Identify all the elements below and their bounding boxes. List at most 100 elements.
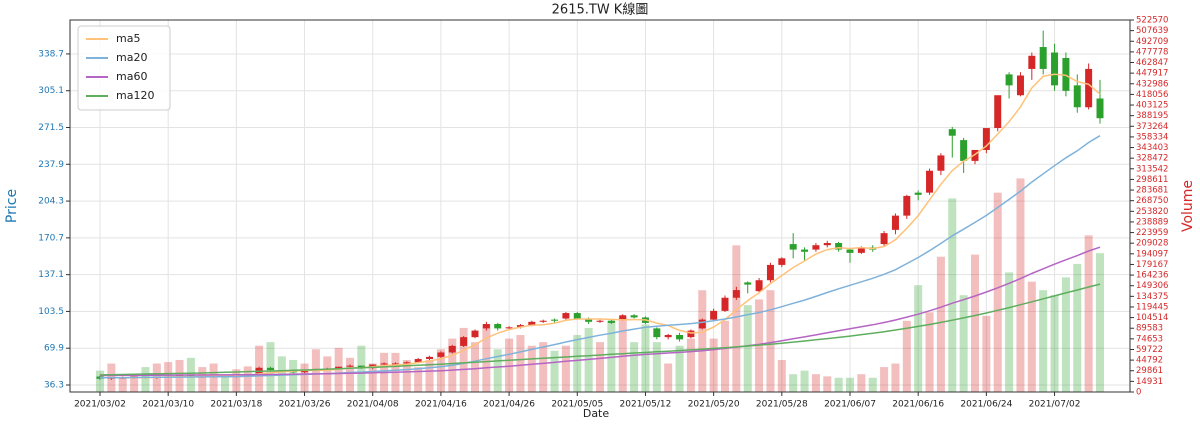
y2-tick-label: 343403 <box>1136 143 1168 153</box>
candle-body <box>551 319 559 321</box>
y2-tick-label: 328472 <box>1136 154 1168 164</box>
volume-bar <box>607 320 616 392</box>
volume-bar <box>686 338 695 392</box>
y-tick-label: 69.9 <box>44 344 64 354</box>
volume-bar <box>561 345 570 392</box>
volume-bar <box>811 374 820 392</box>
x-tick-label: 2021/06/24 <box>960 400 1012 410</box>
candle-body <box>732 290 740 298</box>
volume-bar <box>766 290 775 392</box>
candle-body <box>960 140 968 161</box>
volume-bar <box>527 345 536 392</box>
x-tick-label: 2021/03/26 <box>279 400 331 410</box>
volume-bar <box>550 350 559 392</box>
volume-bar <box>1027 281 1036 392</box>
volume-bar <box>902 320 911 392</box>
volume-bar <box>721 320 729 392</box>
candle-body <box>744 282 752 285</box>
volume-bar <box>516 335 525 392</box>
x-tick-label: 2021/05/28 <box>756 400 808 410</box>
candle-body <box>664 334 672 338</box>
y2-tick-label: 179167 <box>1136 260 1168 270</box>
volume-bar <box>300 363 309 392</box>
candle-body <box>380 363 388 365</box>
candle-body <box>1051 52 1059 86</box>
volume-bar <box>709 338 718 392</box>
volume-bar <box>368 363 377 392</box>
candle-body <box>891 215 899 230</box>
candle-body <box>1039 47 1047 69</box>
x-tick-label: 2021/03/18 <box>210 400 262 410</box>
y2-axis-label: Volume <box>1180 180 1196 232</box>
volume-bar <box>221 374 229 392</box>
volume-bar <box>800 370 809 392</box>
y-tick-label: 237.9 <box>38 160 64 170</box>
y2-tick-label: 298611 <box>1136 175 1168 185</box>
chart-title: 2615.TW K線圖 <box>552 2 649 18</box>
legend-label: ma60 <box>116 70 147 83</box>
candle-body <box>1062 57 1070 91</box>
y-tick-label: 305.1 <box>38 86 64 96</box>
candle-body <box>482 324 490 329</box>
y2-tick-label: 223959 <box>1136 228 1168 238</box>
candle-body <box>539 320 547 322</box>
x-tick-label: 2021/05/05 <box>551 400 603 410</box>
candle-body <box>1085 68 1093 108</box>
candle-body <box>846 249 854 253</box>
candle-body <box>596 320 604 322</box>
volume-bar <box>936 256 945 392</box>
ma-line <box>100 246 1101 377</box>
candle-body <box>937 155 945 171</box>
y-tick-label: 204.3 <box>38 197 64 207</box>
y2-tick-label: 104514 <box>1136 313 1168 323</box>
volume-bar <box>1073 263 1082 392</box>
candle-body <box>1073 85 1081 108</box>
y2-tick-label: 388195 <box>1136 111 1168 121</box>
volume-bar <box>573 335 582 392</box>
legend-label: ma120 <box>116 89 154 102</box>
y2-tick-label: 418056 <box>1136 90 1168 100</box>
candle-body <box>801 249 809 252</box>
volume-bar <box>743 305 752 392</box>
volume-bar <box>346 357 354 392</box>
candle-body <box>471 330 479 338</box>
x-tick-label: 2021/05/12 <box>620 400 672 410</box>
volume-bar <box>459 327 468 392</box>
y2-tick-label: 194097 <box>1136 249 1168 259</box>
volume-bar <box>857 374 866 392</box>
y2-tick-label: 507639 <box>1136 26 1168 36</box>
volume-bar <box>823 376 832 392</box>
candle-body <box>1005 74 1013 86</box>
y-tick-label: 137.1 <box>38 270 64 280</box>
x-tick-label: 2021/03/02 <box>74 400 126 410</box>
legend: ma5 ma20 ma60 ma120 <box>77 25 171 111</box>
x-tick-label: 2021/07/02 <box>1029 400 1081 410</box>
candle-body <box>619 315 627 320</box>
candle-body <box>562 313 570 319</box>
y2-tick-label: 59722 <box>1136 345 1163 355</box>
x-tick-label: 2021/03/10 <box>142 400 194 410</box>
volume-bar <box>1050 295 1059 392</box>
y2-tick-label: 0 <box>1136 388 1141 398</box>
candle-body <box>778 258 786 265</box>
y-tick-label: 338.7 <box>38 49 64 59</box>
volume-bar <box>505 338 514 392</box>
y2-tick-label: 209028 <box>1136 239 1168 249</box>
ma-line <box>99 283 1101 376</box>
volume-bar <box>618 317 627 392</box>
candle-body <box>710 310 718 320</box>
volume-bar <box>834 377 843 392</box>
volume-bar <box>664 363 673 392</box>
volume-bar <box>880 367 889 392</box>
candle-body <box>630 315 638 318</box>
candle-body <box>653 328 661 338</box>
y2-tick-label: 477778 <box>1136 47 1168 57</box>
candle-body <box>982 128 990 150</box>
volume-bar <box>914 285 923 392</box>
candle-body <box>766 264 774 281</box>
candle-body <box>437 352 445 357</box>
candle-body <box>676 334 684 340</box>
candle-body <box>335 366 343 369</box>
volume-bar <box>971 254 979 392</box>
